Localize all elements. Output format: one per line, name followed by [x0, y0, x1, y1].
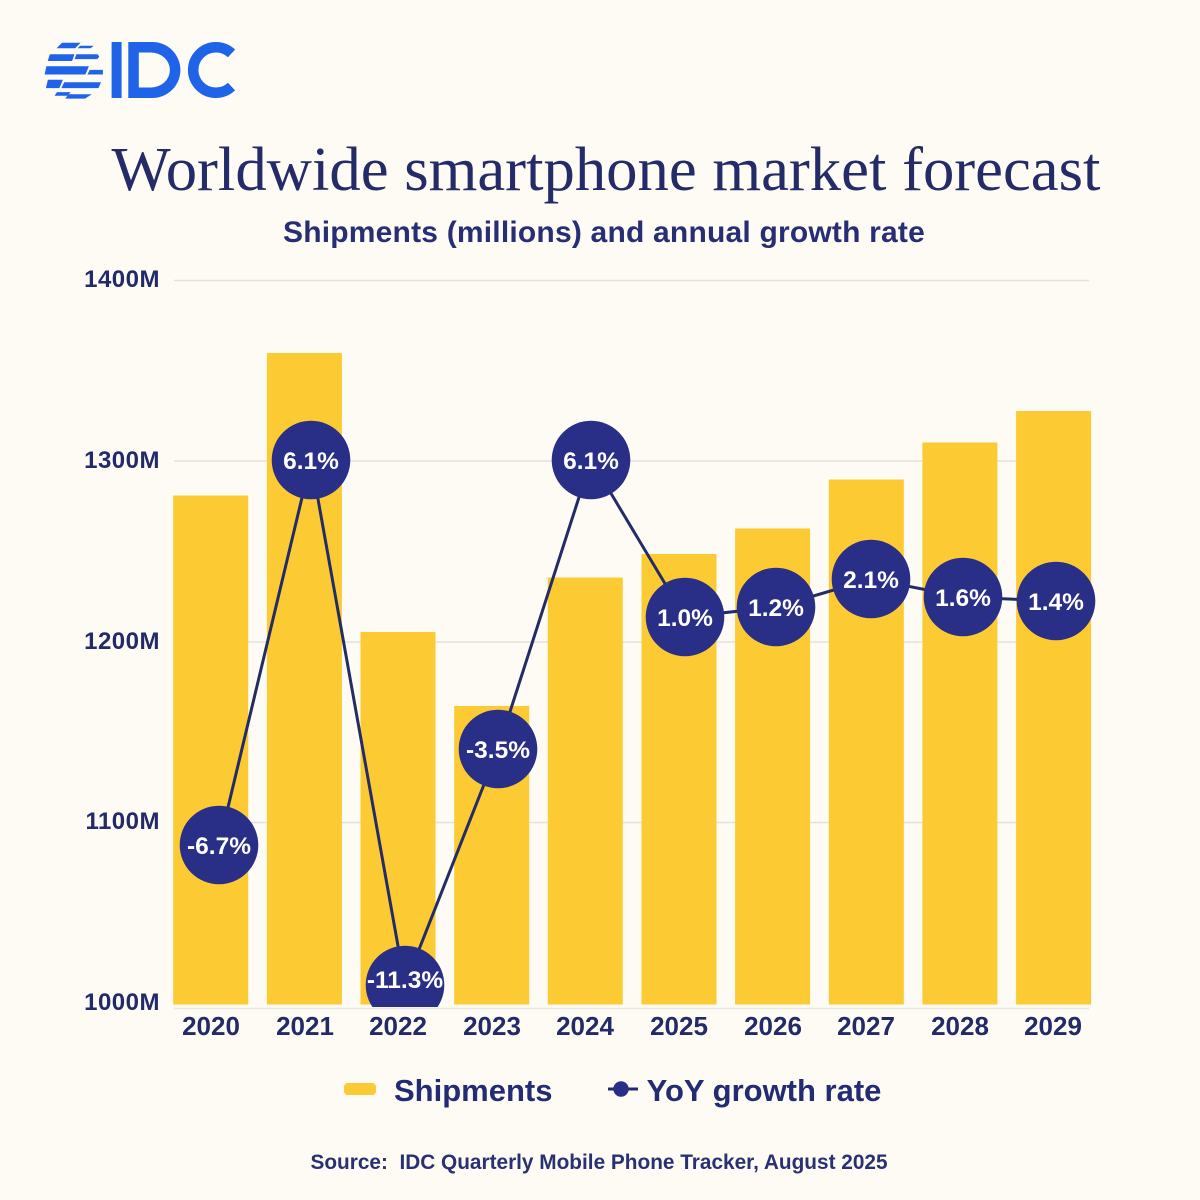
svg-text:2.1%: 2.1% [843, 567, 899, 594]
svg-text:-6.7%: -6.7% [187, 833, 251, 860]
svg-text:-3.5%: -3.5% [466, 737, 530, 764]
svg-text:1.0%: 1.0% [657, 605, 713, 632]
svg-text:-11.3%: -11.3% [367, 967, 443, 994]
svg-text:1.2%: 1.2% [748, 595, 804, 622]
svg-text:1.4%: 1.4% [1028, 589, 1084, 616]
svg-text:6.1%: 6.1% [283, 448, 339, 475]
svg-text:6.1%: 6.1% [563, 448, 619, 475]
svg-text:1.6%: 1.6% [935, 585, 991, 612]
